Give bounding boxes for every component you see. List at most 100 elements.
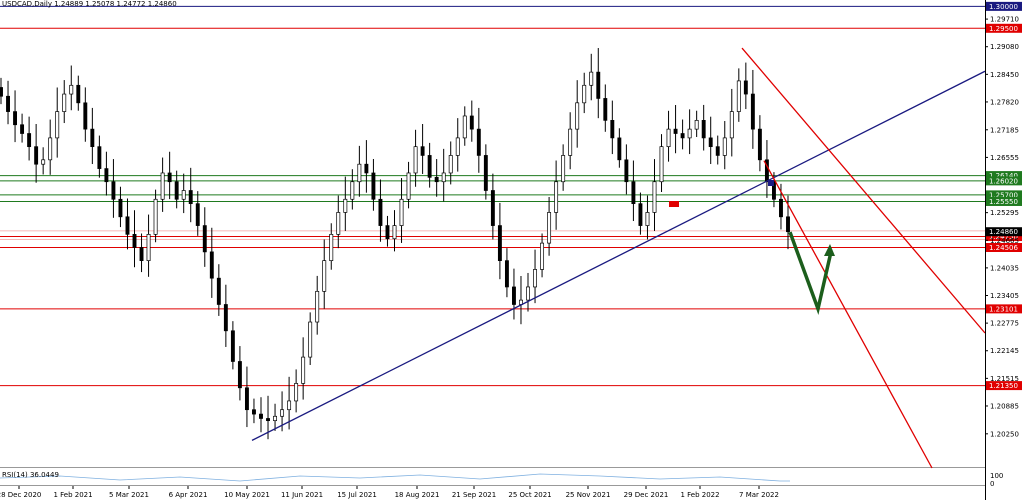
candle-body (125, 216, 130, 235)
candle-body (413, 146, 418, 174)
y-tick-label: 1.29080 (990, 43, 1019, 51)
rsi-panel: 100 0 (0, 467, 1003, 488)
x-tick-label: 28 Dec 2020 (0, 491, 41, 499)
level-badge-label: 1.29500 (989, 25, 1018, 33)
level-badge-label: 1.26140 (989, 172, 1018, 180)
trendlines (251, 47, 986, 469)
candle-body (743, 80, 748, 95)
x-tick-label: 1 Feb 2021 (53, 491, 92, 499)
candle-body (434, 177, 439, 183)
candle-body (364, 163, 369, 174)
candle-body (48, 137, 53, 161)
candle-body (575, 102, 580, 130)
candle-body (104, 168, 109, 183)
candle-body (111, 181, 116, 200)
x-tick-label: 25 Nov 2021 (566, 491, 611, 499)
candle-body (202, 225, 207, 253)
candle-body (736, 80, 741, 112)
y-tick-label: 1.26555 (990, 154, 1019, 162)
candle-body (259, 413, 263, 419)
y-tick-label: 1.20885 (990, 402, 1019, 410)
candle-body (118, 198, 123, 218)
candle-body (490, 190, 495, 226)
candle-body (280, 409, 285, 417)
x-tick-label: 7 Mar 2022 (739, 491, 779, 499)
level-badge-label: 1.23101 (989, 305, 1018, 313)
level-badge-label: 1.24506 (989, 244, 1018, 252)
candle-body (371, 172, 376, 200)
candle-body (167, 172, 172, 183)
candle-body (90, 128, 95, 148)
candle-body (659, 146, 664, 183)
candle-body (27, 133, 32, 148)
y-tick-label: 1.28450 (990, 71, 1019, 79)
symbol-label: USDCAD,Daily (2, 0, 52, 8)
candle-body (83, 102, 88, 130)
candle-body (540, 242, 545, 270)
rsi-line (0, 473, 790, 482)
candle-body (729, 111, 734, 139)
arrow-head-icon (824, 243, 835, 256)
candle-body (497, 225, 502, 261)
candle-body (406, 172, 411, 200)
x-tick-label: 1 Feb 2022 (680, 491, 719, 499)
candle-body (561, 155, 566, 183)
candle-body (139, 247, 144, 261)
candles (0, 48, 790, 440)
candle-body (146, 233, 151, 261)
channel-upper-trendline (741, 47, 986, 334)
candle-body (209, 251, 214, 279)
y-tick-label: 1.23405 (990, 292, 1019, 300)
current-price-badge (986, 227, 1022, 237)
candle-body (385, 225, 390, 240)
level-badge (986, 381, 1022, 391)
candle-body (526, 286, 530, 301)
y-tick-label: 1.27185 (990, 126, 1019, 134)
candle-body (6, 95, 10, 112)
level-badge (986, 196, 1022, 206)
candle-body (62, 93, 67, 112)
candle-body (645, 212, 650, 226)
candle-body (750, 93, 755, 130)
rsi-bottom-label: 0 (990, 480, 994, 488)
projection-path (788, 231, 833, 316)
x-tick-label: 21 Sep 2021 (452, 491, 496, 499)
rsi-top-label: 100 (990, 472, 1003, 480)
candle-body (687, 128, 692, 139)
candle-body (55, 111, 60, 139)
candle-body (533, 269, 537, 288)
candle-body (392, 225, 397, 240)
candle-body (223, 304, 228, 332)
level-badge (986, 1, 1022, 11)
candle-body (708, 137, 713, 148)
candle-body (76, 84, 81, 104)
candle-body (69, 84, 74, 95)
y-tick-label: 1.22775 (990, 320, 1019, 328)
candle-body (589, 71, 594, 86)
candle-body (547, 212, 552, 244)
candle-body (308, 321, 313, 358)
candle-body (666, 128, 671, 148)
candle-body (624, 159, 629, 183)
y-tick-label: 1.22145 (990, 347, 1019, 355)
level-badge-label: 1.25700 (989, 191, 1018, 199)
candle-body (582, 84, 587, 104)
candle-body (603, 98, 608, 121)
candle-body (652, 181, 657, 213)
x-tick-label: 15 Jul 2021 (337, 491, 377, 499)
candle-body (448, 155, 453, 174)
candle-body (483, 155, 488, 191)
candle-body (469, 115, 474, 130)
candle-body (757, 128, 762, 161)
candle-body (195, 203, 200, 226)
level-badge-label: 1.24750 (989, 233, 1018, 241)
x-tick-label: 11 Jun 2021 (281, 491, 323, 499)
candle-body (722, 137, 727, 156)
candle-body (181, 190, 186, 200)
candle-body (596, 71, 601, 99)
candle-body (34, 146, 39, 165)
candle-body (174, 181, 179, 200)
x-tick-label: 10 May 2021 (224, 491, 270, 499)
level-badge (986, 304, 1022, 314)
candle-body (631, 181, 636, 205)
